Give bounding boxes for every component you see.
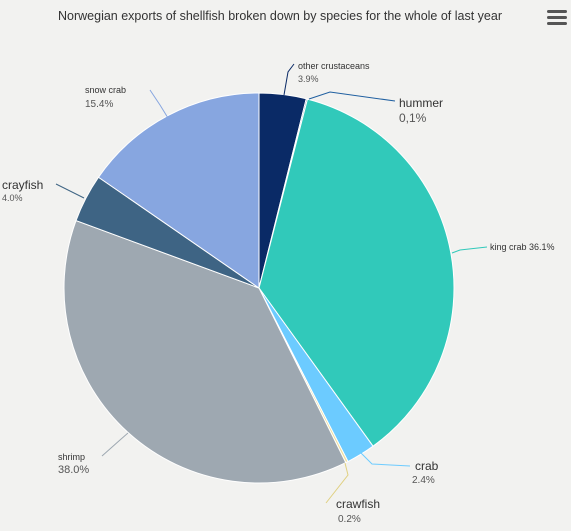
- slice-percent-crab: 2.4%: [412, 475, 435, 486]
- slice-percent-crawfish: 0.2%: [338, 514, 361, 525]
- connector-shrimp: [101, 432, 129, 457]
- slice-label-shrimp: shrimp: [58, 452, 85, 462]
- chart-title: Norwegian exports of shellfish broken do…: [58, 9, 502, 23]
- connector-crayfish: [55, 183, 85, 199]
- slice-percent-crayfish: 4.0%: [2, 193, 23, 203]
- connector-king-crab-36-1: [451, 246, 488, 254]
- slice-label-crab: crab: [415, 459, 439, 473]
- pie-slice-snow-crab[interactable]: [97, 92, 260, 289]
- slice-label-other-crustaceans: other crustaceans: [298, 61, 370, 71]
- connector-crawfish: [325, 462, 349, 504]
- slice-percent-snow-crab: 15.4%: [85, 99, 113, 110]
- slice-label-snow-crab: snow crab: [85, 85, 126, 95]
- hamburger-menu-icon: [547, 10, 567, 13]
- slice-label-hummer: hummer: [399, 96, 443, 110]
- connector-snow-crab: [149, 89, 169, 119]
- slice-percent-other-crustaceans: 3.9%: [298, 74, 319, 84]
- slice-percent-shrimp: 38.0%: [58, 464, 89, 476]
- slice-label-crawfish: crawfish: [336, 497, 380, 511]
- pie-slice-king-crab-36-1[interactable]: [258, 98, 455, 447]
- connector-other-crustaceans: [283, 63, 295, 96]
- pie-slice-shrimp[interactable]: [63, 219, 347, 484]
- slice-label-king-crab-36-1: king crab 36.1%: [490, 242, 555, 252]
- slice-percent-hummer: 0,1%: [399, 111, 427, 125]
- slice-label-crayfish: crayfish: [2, 178, 43, 192]
- connector-hummer: [308, 91, 396, 102]
- connector-crab: [360, 452, 411, 467]
- chart-menu-button[interactable]: [547, 10, 567, 28]
